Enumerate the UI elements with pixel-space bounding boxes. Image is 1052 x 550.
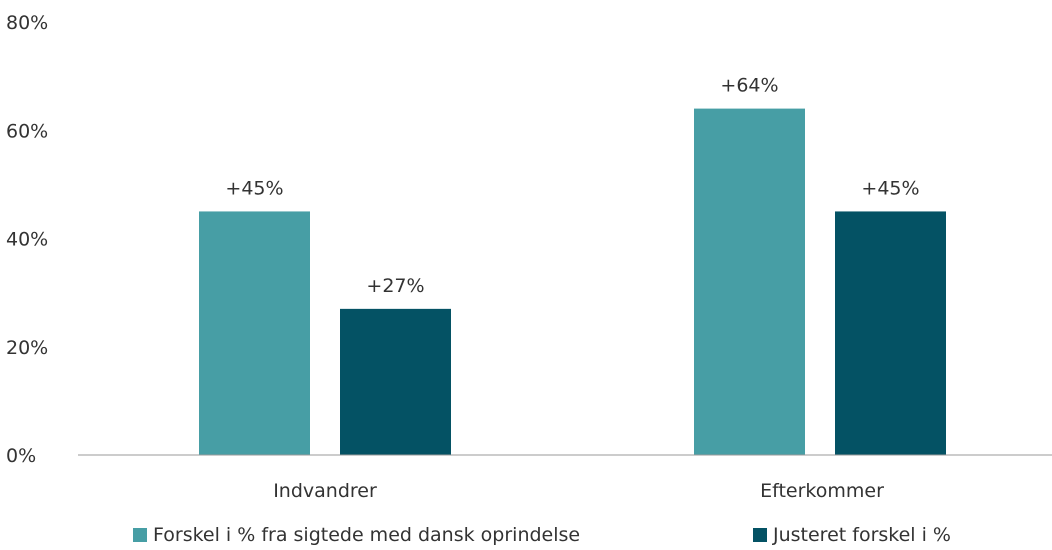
x-axis: Indvandrer Efterkommer <box>273 480 884 502</box>
bar <box>694 108 805 455</box>
y-tick-label: 60% <box>6 120 48 142</box>
legend: Forskel i % fra sigtede med dansk oprind… <box>0 524 1052 550</box>
bar <box>199 211 310 455</box>
legend-swatch-series-2 <box>753 528 767 542</box>
legend-label-series-2: Justeret forskel i % <box>773 524 951 546</box>
y-tick-label: 0% <box>6 445 36 467</box>
x-tick-label: Efterkommer <box>760 480 884 502</box>
data-label: +27% <box>366 275 424 297</box>
y-tick-label: 20% <box>6 337 48 359</box>
x-tick-label: Indvandrer <box>273 480 377 502</box>
y-tick-label: 80% <box>6 12 48 34</box>
legend-item-series-2: Justeret forskel i % <box>753 524 951 546</box>
data-label: +64% <box>720 75 778 97</box>
bars <box>199 108 946 455</box>
data-labels: +45% +64% +27% +45% <box>225 75 919 297</box>
legend-swatch-series-1 <box>133 528 147 542</box>
legend-item-series-1: Forskel i % fra sigtede med dansk oprind… <box>133 524 580 546</box>
y-axis: 0% 20% 40% 60% 80% <box>6 12 48 467</box>
bar <box>835 211 946 455</box>
bar <box>340 308 451 455</box>
legend-label-series-1: Forskel i % fra sigtede med dansk oprind… <box>153 524 581 546</box>
data-label: +45% <box>225 177 283 199</box>
y-tick-label: 40% <box>6 229 48 251</box>
data-label: +45% <box>861 177 919 199</box>
